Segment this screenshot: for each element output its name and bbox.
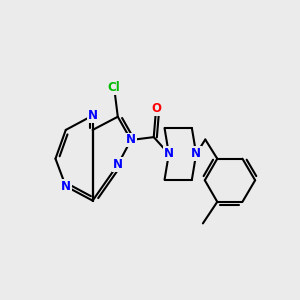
Text: N: N — [126, 134, 136, 146]
Text: N: N — [191, 147, 201, 161]
Text: N: N — [164, 147, 174, 161]
Text: Cl: Cl — [108, 82, 121, 94]
Text: N: N — [88, 109, 98, 122]
Text: N: N — [61, 180, 71, 193]
Text: O: O — [151, 102, 161, 115]
Text: N: N — [113, 158, 123, 171]
